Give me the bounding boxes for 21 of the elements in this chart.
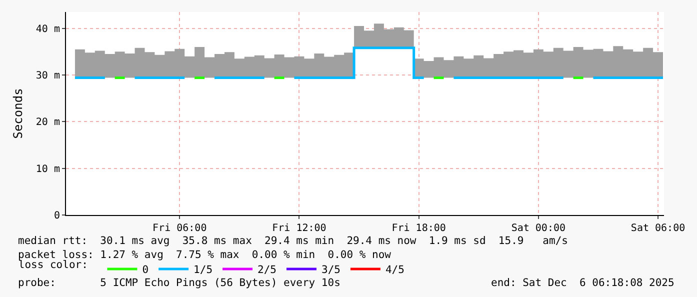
legend-label: 1/5 (194, 264, 213, 276)
y-tick-label: 40 m (36, 24, 60, 35)
text: packet loss: 1.27 % avg 7.75 % max 0.00 % min 0.00 % now (18, 249, 392, 261)
legend-label: 2/5 (258, 264, 276, 276)
x-tick-label: Fri 12:00 (272, 223, 326, 234)
y-tick-label: 0 (54, 210, 60, 222)
x-tick-label: Sat 00:00 (511, 223, 566, 234)
text: median rtt: 30.1 ms avg 35.8 ms max 29.4 ms min 29.4 ms now 1.9 ms sd 15.9 am/s (18, 235, 568, 247)
y-tick-label: 10 m (36, 164, 60, 175)
y-axis-title: Seconds (11, 88, 26, 139)
text: end: Sat Dec 6 06:18:08 2025 (491, 277, 674, 289)
y-tick-label: 30 m (36, 70, 60, 82)
text: probe: 5 ICMP Echo Pings (56 Bytes) every 10s (18, 277, 340, 289)
legend-label: 4/5 (385, 264, 404, 276)
legend-label: 3/5 (321, 264, 340, 276)
x-tick-label: Fri 18:00 (392, 223, 446, 234)
x-tick-label: Fri 06:00 (152, 223, 207, 234)
legend-title: loss color: (18, 259, 94, 272)
y-tick-label: 20 m (36, 117, 60, 128)
x-tick-label: Sat 06:00 (630, 223, 686, 234)
legend-label: 0 (142, 264, 149, 276)
